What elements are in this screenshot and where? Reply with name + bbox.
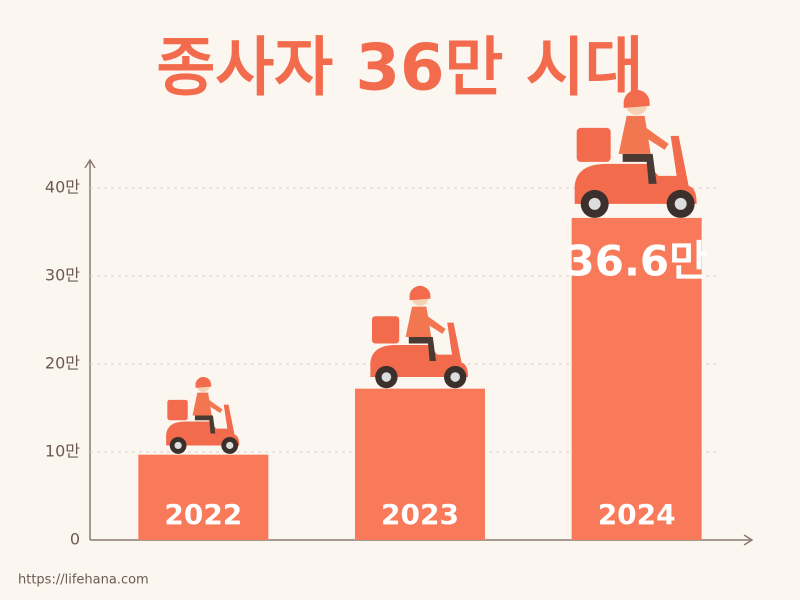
front-hub	[674, 197, 687, 210]
rider-helmet	[195, 377, 212, 388]
rider-helmet	[409, 285, 431, 301]
category-label: 2022	[164, 498, 242, 531]
bar	[571, 217, 702, 541]
bar	[138, 454, 269, 540]
front-hub	[226, 441, 234, 450]
scooter-illustration	[574, 89, 697, 218]
scooter-body	[574, 135, 697, 204]
category-label: 2024	[598, 498, 676, 531]
source-url: https://lifehana.com	[18, 573, 149, 588]
rider-helmet	[623, 89, 650, 108]
front-hub	[450, 372, 460, 382]
delivery-box	[576, 127, 611, 162]
rider-legs	[194, 415, 216, 434]
rider-arm	[203, 397, 223, 414]
rider-arm	[420, 313, 446, 334]
scooter-illustration	[370, 285, 468, 389]
delivery-box	[372, 316, 400, 344]
rider-legs	[408, 337, 436, 362]
category-label: 2023	[381, 498, 459, 531]
rear-hub	[588, 197, 601, 210]
y-tick-label: 0	[70, 530, 80, 549]
rider-legs	[622, 153, 657, 184]
y-tick-label: 40만	[45, 178, 80, 197]
delivery-box	[167, 399, 188, 421]
scooter-illustration	[166, 377, 240, 454]
y-tick-label: 30만	[45, 266, 80, 285]
value-label: 36.6만	[566, 236, 708, 285]
scooter-body	[166, 404, 240, 446]
rear-hub	[174, 441, 182, 450]
y-tick-label: 20만	[45, 354, 80, 373]
y-tick-label: 10만	[45, 442, 80, 461]
y-axis	[84, 158, 96, 540]
scooter-body	[370, 322, 468, 378]
bar	[355, 388, 485, 540]
rider-arm	[636, 123, 669, 150]
rear-hub	[381, 372, 392, 382]
chart-title: 종사자 36만 시대	[157, 32, 644, 106]
